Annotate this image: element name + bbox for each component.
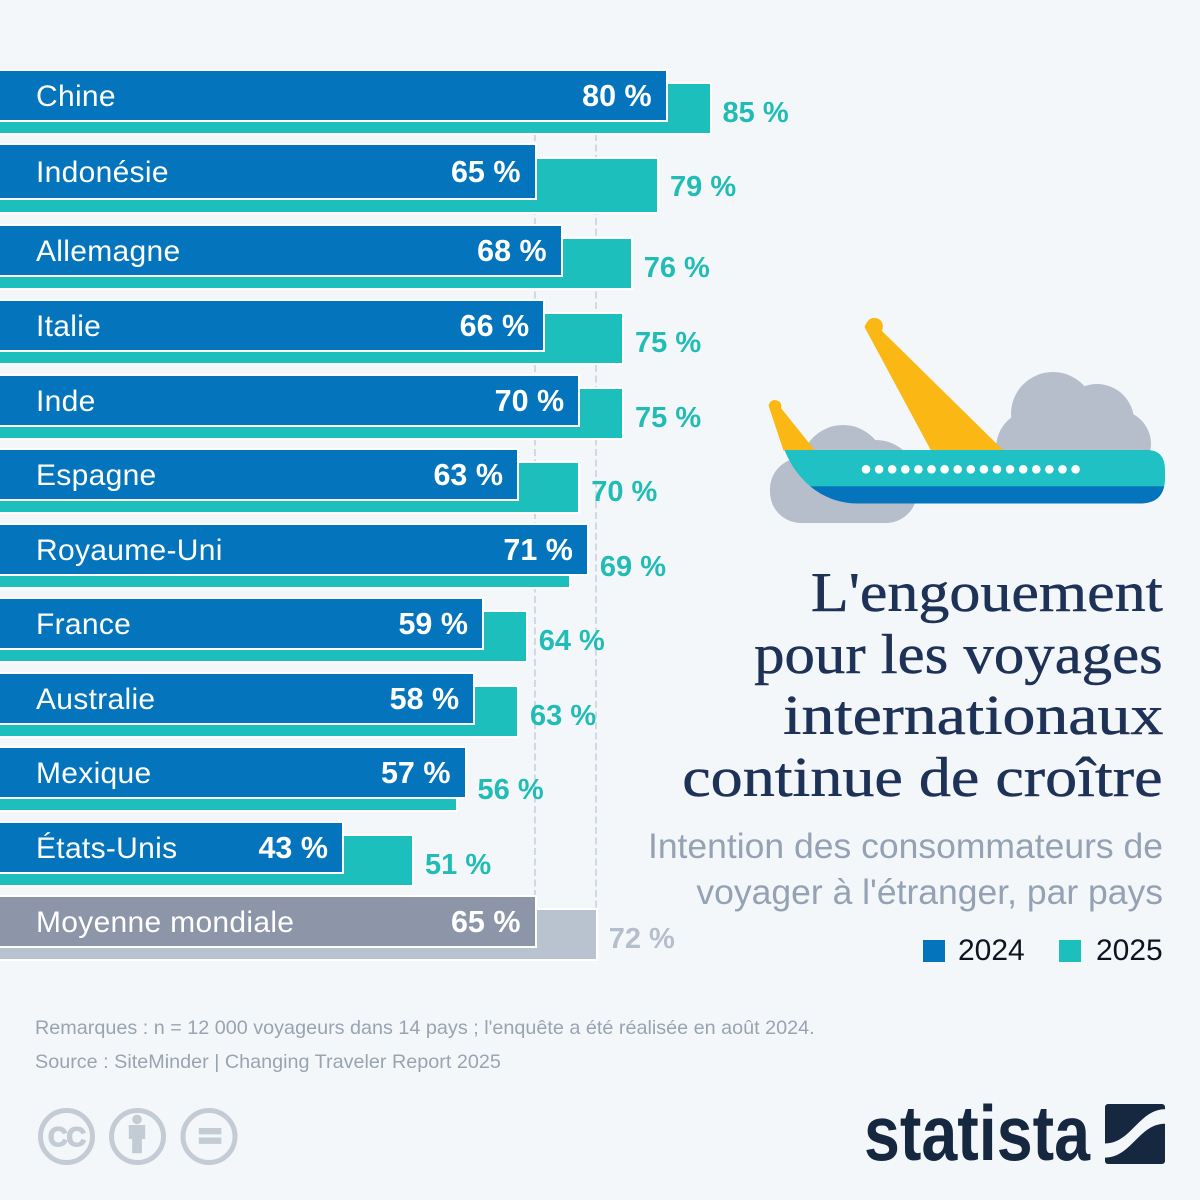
svg-text:CC: CC bbox=[48, 1122, 85, 1152]
svg-text:statista: statista bbox=[864, 1095, 1091, 1170]
